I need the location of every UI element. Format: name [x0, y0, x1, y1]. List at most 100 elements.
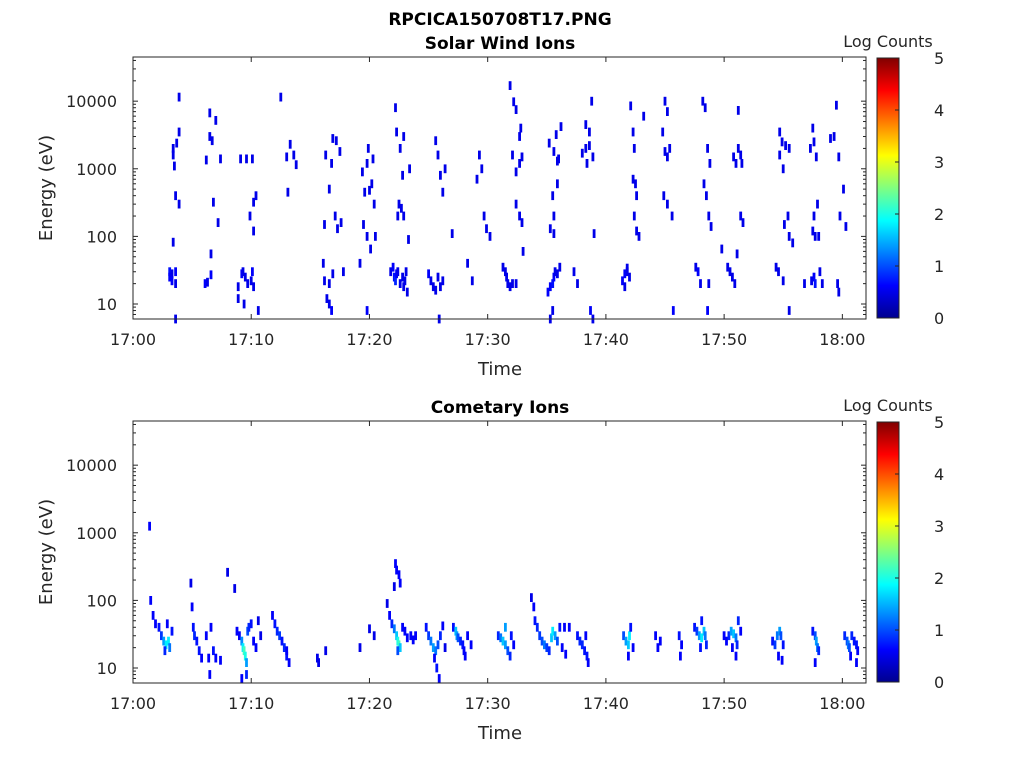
heatmap-cell [439, 170, 442, 180]
heatmap-cell [454, 626, 458, 636]
heatmap-cell [496, 631, 500, 641]
heatmap-cell [361, 167, 364, 177]
heatmap-cell [810, 276, 813, 286]
heatmap-cell [635, 226, 638, 236]
heatmap-cell [323, 276, 326, 286]
heatmap-cell [506, 646, 510, 656]
heatmap-cell [398, 144, 402, 153]
heatmap-cell [327, 279, 331, 288]
heatmap-cell [551, 626, 555, 636]
heatmap-cell [576, 279, 579, 288]
heatmap-cell [206, 277, 209, 287]
heatmap-cell [333, 211, 337, 221]
heatmap-cell [695, 626, 699, 636]
heatmap-cell [837, 152, 841, 162]
heatmap-cell [392, 624, 396, 634]
heatmap-cell [441, 276, 445, 286]
heatmap-cell [540, 636, 544, 646]
colorbar-tick-label: 5 [934, 413, 944, 432]
heatmap-cell [436, 640, 440, 650]
heatmap-cell [556, 269, 559, 279]
colorbar [876, 57, 900, 319]
heatmap-cell [787, 232, 791, 241]
heatmap-cell [670, 211, 674, 221]
heatmap-cell [501, 262, 505, 272]
heatmap-cell [583, 646, 586, 656]
x-tick-label: 17:30 [465, 330, 511, 349]
heatmap-cell [331, 269, 335, 279]
heatmap-cell [706, 306, 709, 315]
heatmap-cell [855, 640, 858, 650]
heatmap-cell [433, 653, 436, 663]
heatmap-cell [850, 631, 854, 641]
heatmap-cell [623, 269, 627, 279]
heatmap-cell [625, 263, 629, 273]
heatmap-cell [780, 655, 784, 665]
heatmap-cell [404, 267, 408, 277]
heatmap-cell [427, 269, 430, 279]
heatmap-cell [632, 211, 636, 221]
heatmap-cell [168, 267, 172, 277]
heatmap-cell [693, 622, 696, 632]
x-tick-label: 17:10 [228, 330, 274, 349]
heatmap-cell [482, 211, 486, 221]
heatmap-cell [732, 152, 735, 162]
heatmap-cell [786, 211, 790, 221]
heatmap-cell [338, 147, 342, 156]
heatmap-cell [394, 276, 397, 286]
heatmap-cell [336, 224, 339, 234]
heatmap-cell [219, 655, 222, 665]
heatmap-cell [292, 150, 296, 160]
heatmap-cell [251, 154, 254, 164]
heatmap-cell [668, 144, 672, 153]
heatmap-cell [551, 191, 555, 201]
heatmap-cell [342, 267, 345, 277]
colorbar-ticks: 0 1 2 3 4 5 [895, 49, 944, 328]
heatmap-cell [501, 636, 505, 646]
heatmap-cell [590, 96, 594, 106]
heatmap-cell [697, 631, 701, 641]
heatmap-cell [545, 643, 549, 652]
heatmap-cell [546, 287, 550, 297]
heatmap-cell [791, 238, 795, 248]
heatmap-cell [452, 622, 455, 632]
heatmap-cell [358, 258, 362, 268]
heatmap-cell [434, 646, 438, 656]
heatmap-cell [407, 235, 410, 244]
heatmap-cell [584, 144, 588, 153]
heatmap-cell [551, 279, 555, 288]
heatmap-cell [729, 626, 733, 636]
heatmap-cell [365, 159, 369, 168]
heatmap-cell [214, 116, 218, 125]
heatmap-cell [679, 651, 682, 661]
heatmap-cell [635, 191, 638, 201]
heatmap-cell [532, 602, 536, 612]
x-tick-label: 17:40 [583, 694, 629, 713]
heatmap-cell [403, 626, 407, 636]
heatmap-cell [696, 267, 700, 277]
heatmap-cell [548, 224, 552, 234]
heatmap-cell [504, 267, 507, 277]
y-tick-label: 1000 [76, 160, 117, 179]
heatmap-cell [488, 232, 492, 241]
y-tick-label: 100 [86, 591, 117, 610]
heatmap-cell [781, 276, 785, 286]
heatmap-cell [588, 141, 591, 150]
heatmap-cell [666, 152, 669, 162]
heatmap-cell [456, 633, 460, 643]
heatmap-cell [557, 154, 560, 164]
heatmap-cell [409, 631, 413, 641]
panel-cometary-ions: Cometary Ions 17:00 17:10 17:20 17:30 17:40 1… [36, 396, 944, 744]
heatmap-cell [817, 646, 821, 656]
heatmap-cell [556, 636, 559, 646]
colorbar-tick-label: 4 [934, 101, 944, 120]
heatmap-cell [731, 643, 734, 652]
heatmap-cell [325, 294, 329, 303]
heatmap-cell [243, 272, 247, 282]
heatmap-cell [148, 521, 151, 531]
heatmap-cell [285, 152, 289, 162]
heatmap-cell [811, 626, 815, 636]
heatmap-cell [680, 640, 683, 650]
heatmap-cell [637, 232, 641, 241]
heatmap-cell [512, 640, 516, 650]
